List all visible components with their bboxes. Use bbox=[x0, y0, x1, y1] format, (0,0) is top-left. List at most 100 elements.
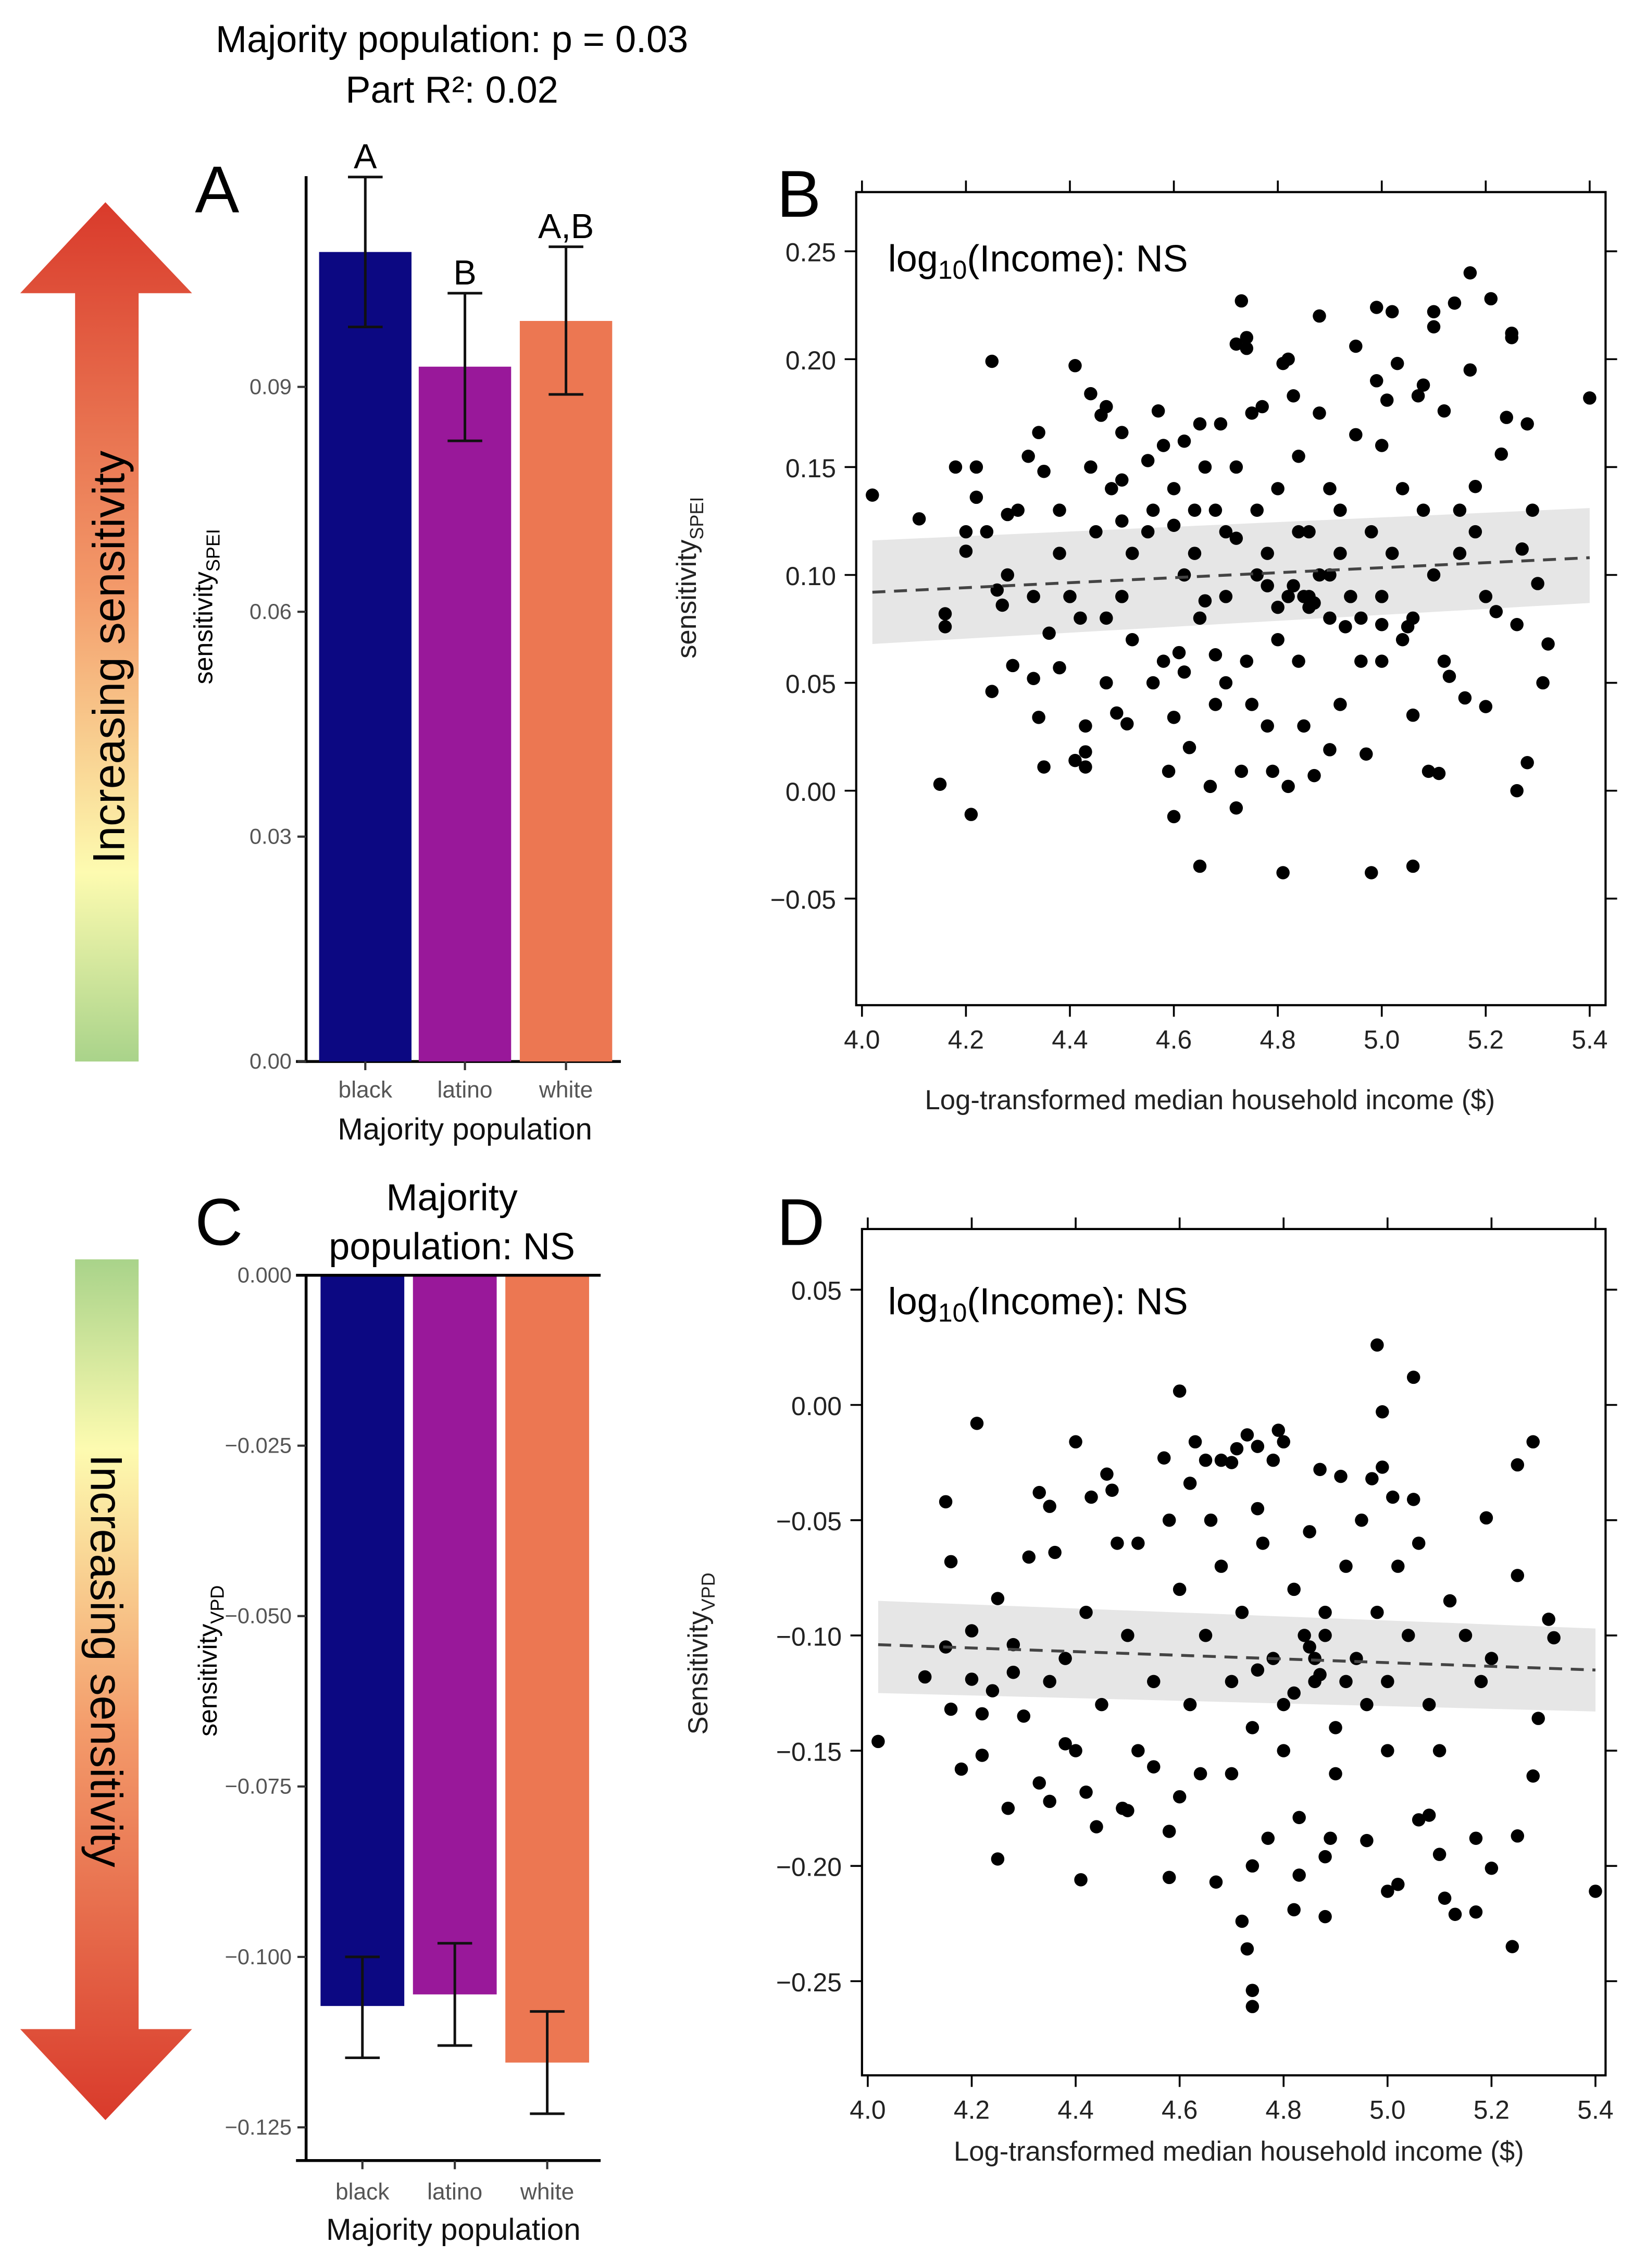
y-tick-label: 0.05 bbox=[785, 670, 836, 699]
data-point bbox=[1276, 866, 1290, 879]
data-point bbox=[1183, 1477, 1197, 1490]
data-point bbox=[1100, 676, 1113, 690]
x-tick-label: 5.4 bbox=[1577, 2095, 1613, 2124]
data-point bbox=[1307, 769, 1321, 783]
data-point bbox=[1339, 1675, 1353, 1689]
data-point bbox=[938, 620, 952, 634]
data-point bbox=[1381, 1885, 1394, 1898]
panel-b-scatter-plot: 4.0 4.2 4.4 4.6 4.8 5.0 5.2 5.4 −0.05 0.00 0.05 0.1… bbox=[671, 180, 1617, 1116]
panel-d-ylabel: SensitivityVPD bbox=[683, 1572, 719, 1734]
data-point bbox=[1182, 741, 1196, 754]
data-point bbox=[1381, 1675, 1394, 1689]
data-point bbox=[1349, 428, 1363, 442]
data-point bbox=[986, 1684, 1000, 1697]
x-tick-label: 5.2 bbox=[1474, 2095, 1510, 2124]
data-point bbox=[1100, 400, 1113, 414]
data-point bbox=[1323, 482, 1337, 495]
data-point bbox=[1437, 654, 1451, 668]
data-point bbox=[1376, 1460, 1389, 1474]
header-line-2: Part R²: 0.02 bbox=[345, 69, 558, 111]
data-point bbox=[1421, 764, 1436, 778]
data-point bbox=[1177, 665, 1191, 679]
y-tick-label: −0.25 bbox=[776, 1968, 842, 1997]
data-point bbox=[1084, 460, 1098, 474]
data-point bbox=[1115, 590, 1129, 603]
data-point bbox=[1079, 745, 1092, 759]
data-point bbox=[1240, 1942, 1254, 1956]
data-point bbox=[1053, 547, 1066, 560]
data-point bbox=[1235, 1914, 1249, 1928]
data-point bbox=[991, 1592, 1005, 1605]
bar-white bbox=[505, 1275, 589, 2063]
data-point bbox=[1292, 1868, 1306, 1882]
data-point bbox=[1001, 507, 1015, 522]
data-point bbox=[1250, 503, 1264, 517]
data-point bbox=[1505, 326, 1518, 340]
panel-a-bar-chart: sensitivitySPEI Majority population 0.00… bbox=[189, 138, 621, 1146]
data-point bbox=[1219, 676, 1233, 690]
data-point bbox=[1453, 547, 1467, 560]
data-point bbox=[1079, 760, 1092, 774]
data-point bbox=[1583, 391, 1597, 405]
data-point bbox=[1105, 482, 1118, 495]
data-point bbox=[1485, 1652, 1499, 1665]
data-point bbox=[1173, 1790, 1187, 1804]
x-tick-label: 4.0 bbox=[850, 2095, 886, 2124]
data-point bbox=[1287, 1582, 1301, 1596]
data-point bbox=[1511, 1458, 1525, 1472]
x-tick-label: 5.4 bbox=[1572, 1025, 1607, 1054]
data-point bbox=[1141, 525, 1155, 539]
panel-label-d: D bbox=[777, 1185, 825, 1259]
panel-a-xlabel: Majority population bbox=[338, 1112, 592, 1146]
data-point bbox=[1198, 594, 1212, 608]
significance-letter: A,B bbox=[538, 207, 594, 246]
data-point bbox=[1157, 1451, 1171, 1465]
data-point bbox=[1484, 292, 1498, 306]
data-point bbox=[1193, 417, 1207, 431]
data-point bbox=[1203, 779, 1217, 794]
data-point bbox=[1193, 1767, 1207, 1781]
y-tick-label: −0.075 bbox=[225, 1774, 292, 1799]
data-point bbox=[1208, 648, 1223, 662]
data-point bbox=[1333, 547, 1347, 560]
data-point bbox=[1385, 305, 1399, 319]
data-point bbox=[871, 1734, 885, 1749]
data-point bbox=[1324, 1831, 1337, 1845]
y-tick-label: 0.20 bbox=[785, 346, 836, 375]
data-point bbox=[1318, 1850, 1332, 1864]
data-point bbox=[1032, 711, 1045, 724]
data-point bbox=[1234, 294, 1249, 308]
data-point bbox=[1365, 525, 1378, 539]
data-point bbox=[1090, 1820, 1103, 1833]
data-point bbox=[1167, 482, 1181, 495]
data-point bbox=[1245, 1984, 1260, 1997]
data-point bbox=[1043, 1675, 1056, 1689]
data-point bbox=[1416, 378, 1430, 392]
increasing-sensitivity-up-arrow-icon: Increasing sensitivity bbox=[20, 202, 192, 1062]
data-point bbox=[1479, 700, 1493, 713]
data-point bbox=[954, 1762, 968, 1776]
data-point bbox=[1277, 1744, 1290, 1757]
y-tick-label: −0.100 bbox=[225, 1944, 292, 1969]
data-point bbox=[1245, 2000, 1260, 2013]
data-point bbox=[1385, 547, 1399, 560]
data-point bbox=[1360, 1833, 1374, 1848]
data-point bbox=[1468, 479, 1482, 493]
y-tick-label: −0.125 bbox=[225, 2115, 292, 2139]
data-point bbox=[959, 525, 973, 539]
data-point bbox=[1318, 1910, 1332, 1924]
data-point bbox=[1287, 579, 1300, 592]
data-point bbox=[1365, 866, 1378, 879]
data-point bbox=[1079, 719, 1092, 733]
data-point bbox=[939, 1495, 953, 1509]
data-point bbox=[1406, 1493, 1420, 1506]
x-tick-label: 4.0 bbox=[844, 1025, 880, 1054]
data-point bbox=[1121, 1804, 1134, 1817]
data-point bbox=[1147, 1675, 1161, 1689]
data-point bbox=[995, 598, 1009, 612]
data-point bbox=[1063, 590, 1077, 603]
data-point bbox=[1412, 1813, 1426, 1827]
y-tick-label: −0.20 bbox=[776, 1853, 842, 1882]
data-point bbox=[1520, 417, 1534, 431]
data-point bbox=[1458, 1629, 1473, 1642]
